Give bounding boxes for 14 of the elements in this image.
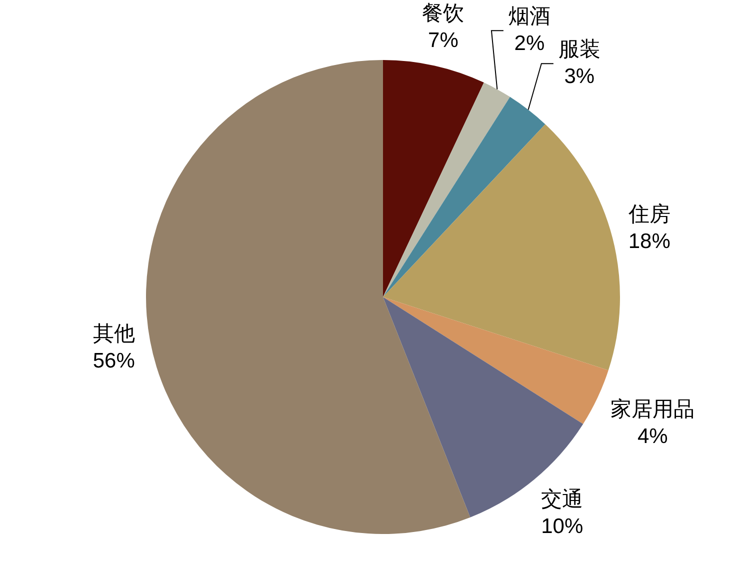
slice-label: 交通 <box>541 488 584 511</box>
data-label: 18% <box>628 230 670 253</box>
data-label: 3% <box>564 64 595 88</box>
slice-label: 住房 <box>627 202 670 226</box>
data-label: 10% <box>541 514 584 538</box>
slice-label: 其他 <box>92 322 135 346</box>
data-label: 4% <box>637 425 668 448</box>
slice-label: 服装 <box>558 38 600 61</box>
data-label: 56% <box>92 350 135 373</box>
data-label: 2% <box>514 32 545 55</box>
slice-label: 家居用品 <box>610 398 695 422</box>
slice-label: 餐饮 <box>422 2 464 25</box>
slice-label: 烟酒 <box>508 4 550 28</box>
data-label: 7% <box>428 28 458 52</box>
